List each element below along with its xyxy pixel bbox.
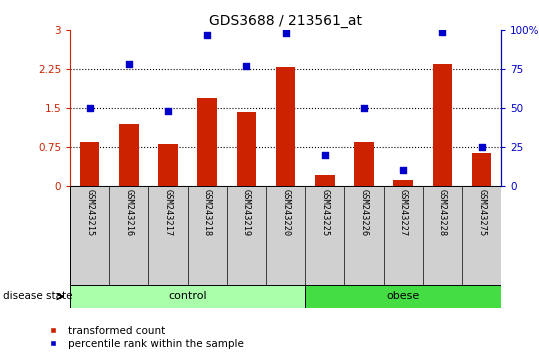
Text: GSM243225: GSM243225 [320, 189, 329, 236]
Point [321, 152, 329, 158]
Bar [305, 285, 501, 308]
Bar [158, 144, 178, 186]
Text: GSM243219: GSM243219 [242, 189, 251, 236]
Bar [197, 98, 217, 186]
Bar [80, 142, 100, 186]
Point [85, 105, 94, 111]
Text: GSM243217: GSM243217 [163, 189, 172, 236]
Point [478, 144, 486, 150]
Point [438, 29, 447, 34]
Point [164, 108, 172, 114]
Point [125, 62, 133, 67]
Text: disease state: disease state [3, 291, 72, 302]
Title: GDS3688 / 213561_at: GDS3688 / 213561_at [209, 14, 362, 28]
Bar [237, 112, 256, 186]
Text: GSM243218: GSM243218 [203, 189, 212, 236]
Text: control: control [168, 291, 207, 302]
Bar [433, 64, 452, 186]
Text: GSM243216: GSM243216 [125, 189, 133, 236]
Text: GSM243228: GSM243228 [438, 189, 447, 236]
Bar [354, 142, 374, 186]
Point [399, 167, 407, 173]
Bar [315, 176, 335, 186]
Text: obese: obese [386, 291, 420, 302]
Text: GSM243220: GSM243220 [281, 189, 290, 236]
Point [360, 105, 368, 111]
Text: GSM243226: GSM243226 [360, 189, 369, 236]
Legend: transformed count, percentile rank within the sample: transformed count, percentile rank withi… [43, 326, 244, 349]
Text: GSM243215: GSM243215 [85, 189, 94, 236]
Bar [70, 285, 305, 308]
Bar [276, 68, 295, 186]
Text: GSM243227: GSM243227 [399, 189, 408, 236]
Point [281, 30, 290, 36]
Text: GSM243275: GSM243275 [477, 189, 486, 236]
Bar [393, 179, 413, 186]
Bar [119, 124, 139, 186]
Point [203, 32, 212, 38]
Bar [472, 153, 492, 186]
Point [242, 63, 251, 69]
